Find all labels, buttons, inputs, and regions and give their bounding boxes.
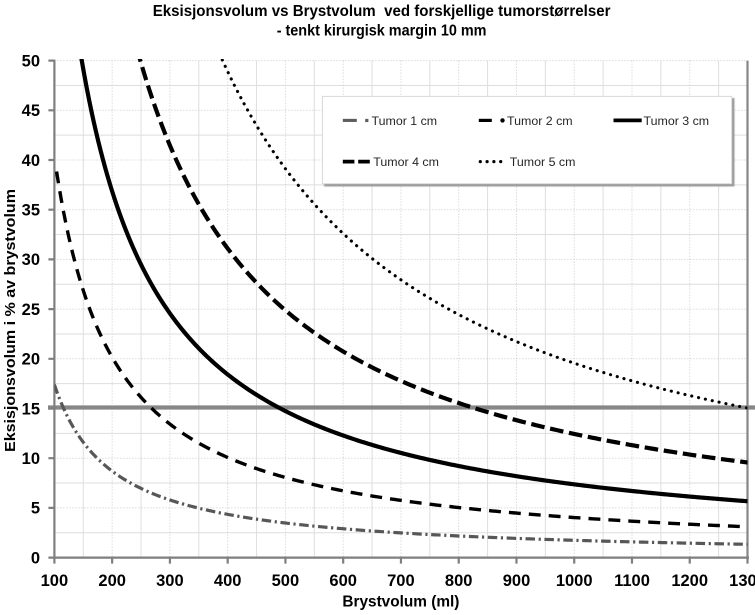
svg-text:800: 800 [445,572,473,590]
svg-text:700: 700 [387,572,415,590]
svg-text:30: 30 [22,251,40,269]
svg-text:Tumor 5 cm: Tumor 5 cm [510,155,576,169]
svg-text:0: 0 [31,549,40,567]
svg-text:35: 35 [22,202,40,220]
svg-text:900: 900 [503,572,531,590]
svg-text:300: 300 [156,572,184,590]
svg-text:- tenkt kirurgisk margin 10 mm: - tenkt kirurgisk margin 10 mm [277,23,487,40]
svg-text:Tumor 3 cm: Tumor 3 cm [644,114,710,128]
svg-text:Eksisjonsvolum vs Brystvolum: Eksisjonsvolum vs Brystvolum ved forskje… [153,3,611,20]
svg-text:1200: 1200 [671,572,708,590]
svg-text:Brystvolum (ml): Brystvolum (ml) [342,594,459,611]
svg-text:20: 20 [22,351,40,369]
svg-text:40: 40 [22,152,40,170]
svg-text:45: 45 [22,102,40,120]
svg-text:1100: 1100 [614,572,650,590]
svg-text:15: 15 [22,400,40,418]
svg-text:Tumor 4 cm: Tumor 4 cm [373,155,439,169]
svg-text:100: 100 [41,572,69,590]
svg-text:1000: 1000 [556,572,593,590]
svg-text:10: 10 [22,450,40,468]
svg-text:500: 500 [272,572,300,590]
svg-text:25: 25 [22,301,40,319]
svg-text:Tumor 2 cm: Tumor 2 cm [507,114,573,128]
svg-text:Tumor 1 cm: Tumor 1 cm [372,114,438,128]
svg-text:50: 50 [22,52,40,70]
svg-text:200: 200 [98,572,126,590]
svg-text:600: 600 [329,572,357,590]
svg-text:400: 400 [214,572,242,590]
svg-text:5: 5 [31,500,40,518]
svg-text:Eksisjonsvolum i % av brystvol: Eksisjonsvolum i % av brystvolum [2,189,19,452]
